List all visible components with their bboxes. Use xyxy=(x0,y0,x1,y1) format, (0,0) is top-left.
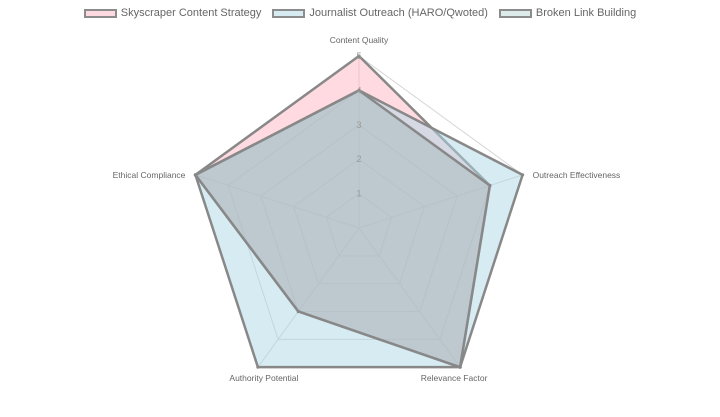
legend-item-broken-link[interactable]: Broken Link Building xyxy=(498,7,637,19)
axis-label-outreach-effectiveness: Outreach Effectiveness xyxy=(533,170,621,180)
legend-swatch-broken-link xyxy=(498,8,532,18)
legend-item-journalist-outreach[interactable]: Journalist Outreach (HARO/Qwoted) xyxy=(272,7,488,19)
legend-item-skyscraper[interactable]: Skyscraper Content Strategy xyxy=(83,7,262,19)
axis-label-content-quality: Content Quality xyxy=(330,35,389,45)
r-tick-label-1: 1 xyxy=(356,189,361,199)
data-point-broken-link-building-authority-potential[interactable] xyxy=(296,309,300,314)
series-area-broken-link-building[interactable] xyxy=(194,89,492,369)
data-point-broken-link-building-relevance-factor[interactable] xyxy=(458,365,462,369)
axis-label-authority-potential: Authority Potential xyxy=(229,373,298,383)
chart-legend: Skyscraper Content Strategy Journalist O… xyxy=(0,5,720,21)
r-tick-label-3: 3 xyxy=(356,120,361,130)
data-point-broken-link-building-content-quality[interactable] xyxy=(357,88,361,92)
radar-ticks: 1 2 3 4 5 xyxy=(356,51,361,199)
legend-label-broken-link: Broken Link Building xyxy=(535,7,637,19)
r-tick-label-4: 4 xyxy=(356,85,361,95)
legend-swatch-journalist-outreach xyxy=(272,8,306,18)
data-point-journalist-outreach-haro-qwoted-outreach-effectiveness[interactable] xyxy=(520,173,525,177)
data-point-broken-link-building-ethical-compliance[interactable] xyxy=(193,173,198,177)
axis-label-relevance-factor: Relevance Factor xyxy=(421,373,488,383)
legend-swatch-skyscraper xyxy=(83,8,117,18)
axis-label-ethical-compliance: Ethical Compliance xyxy=(113,170,186,180)
r-tick-label-2: 2 xyxy=(356,154,361,164)
radar-axis-labels: Content Quality Outreach Effectiveness Rel… xyxy=(113,35,621,383)
r-tick-label-5: 5 xyxy=(356,51,361,61)
legend-label-journalist-outreach: Journalist Outreach (HARO/Qwoted) xyxy=(309,7,488,19)
radar-series xyxy=(193,54,525,369)
data-point-broken-link-building-outreach-effectiveness[interactable] xyxy=(488,183,492,188)
data-point-skyscraper-content-strategy-content-quality[interactable] xyxy=(357,54,361,58)
legend-label-skyscraper: Skyscraper Content Strategy xyxy=(120,7,262,19)
data-point-journalist-outreach-haro-qwoted-authority-potential[interactable] xyxy=(256,365,260,369)
